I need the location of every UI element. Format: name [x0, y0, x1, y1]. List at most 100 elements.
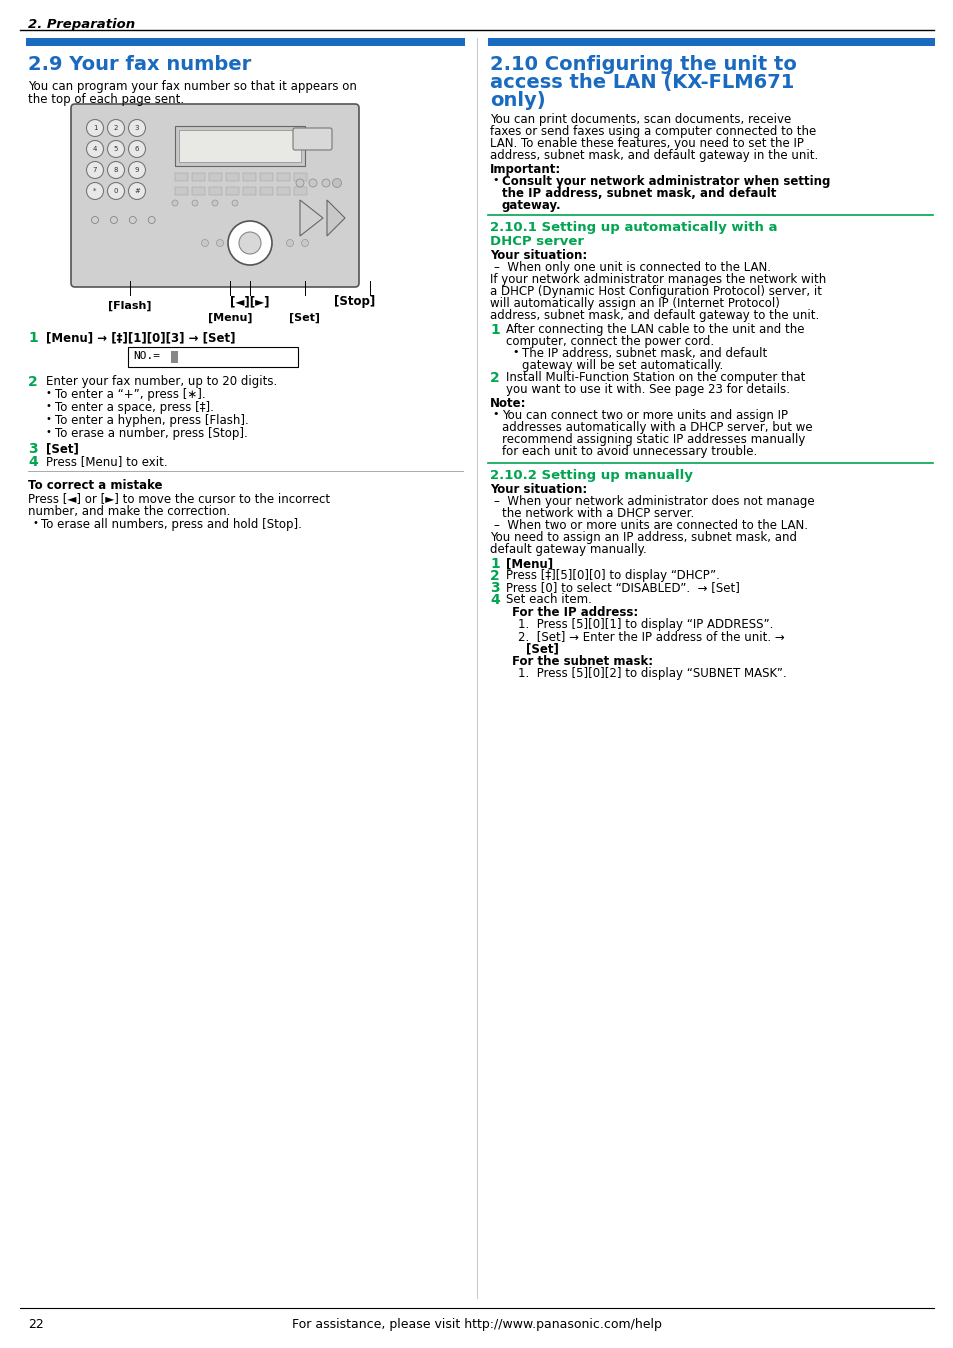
Circle shape: [108, 120, 125, 136]
Bar: [26, 44, 464, 46]
Text: –  When two or more units are connected to the LAN.: – When two or more units are connected t…: [494, 519, 807, 532]
Text: the top of each page sent.: the top of each page sent.: [28, 93, 184, 106]
Circle shape: [87, 182, 103, 200]
Text: 2: 2: [490, 371, 499, 386]
Text: 2. Preparation: 2. Preparation: [28, 18, 135, 31]
Text: Note:: Note:: [490, 398, 526, 410]
FancyBboxPatch shape: [71, 104, 358, 287]
Text: will automatically assign an IP (Internet Protocol): will automatically assign an IP (Interne…: [490, 297, 779, 310]
Text: gateway.: gateway.: [501, 200, 561, 212]
Polygon shape: [327, 200, 345, 236]
Text: To erase all numbers, press and hold [Stop].: To erase all numbers, press and hold [St…: [41, 518, 301, 531]
Text: 1: 1: [28, 332, 38, 345]
Circle shape: [129, 162, 146, 178]
Bar: [294, 173, 307, 181]
Text: 6: 6: [134, 146, 139, 152]
Text: gateway will be set automatically.: gateway will be set automatically.: [521, 359, 722, 372]
Text: #: #: [134, 187, 140, 194]
Text: 3: 3: [28, 442, 37, 456]
Circle shape: [87, 140, 103, 158]
Text: you want to use it with. See page 23 for details.: you want to use it with. See page 23 for…: [505, 383, 789, 396]
Text: 9: 9: [134, 167, 139, 173]
Circle shape: [301, 240, 308, 247]
Bar: [179, 129, 301, 162]
Text: recommend assigning static IP addresses manually: recommend assigning static IP addresses …: [501, 433, 804, 446]
Circle shape: [111, 217, 117, 224]
Text: 2.10.1 Setting up automatically with a: 2.10.1 Setting up automatically with a: [490, 221, 777, 235]
Bar: [243, 173, 255, 181]
Text: Install Multi-Function Station on the computer that: Install Multi-Function Station on the co…: [505, 371, 804, 384]
Text: Press [Menu] to exit.: Press [Menu] to exit.: [46, 456, 168, 468]
Text: 2.10.2 Setting up manually: 2.10.2 Setting up manually: [490, 469, 692, 483]
Text: [Set]: [Set]: [289, 313, 320, 324]
Circle shape: [87, 120, 103, 136]
Text: 4: 4: [28, 456, 38, 469]
Text: faxes or send faxes using a computer connected to the: faxes or send faxes using a computer con…: [490, 125, 816, 137]
Text: You can print documents, scan documents, receive: You can print documents, scan documents,…: [490, 113, 790, 125]
Text: After connecting the LAN cable to the unit and the: After connecting the LAN cable to the un…: [505, 324, 803, 336]
Text: •: •: [32, 518, 38, 528]
Bar: [260, 173, 273, 181]
Bar: [488, 44, 934, 46]
Text: 5: 5: [113, 146, 118, 152]
Text: 3: 3: [134, 125, 139, 131]
Text: You can connect two or more units and assign IP: You can connect two or more units and as…: [501, 408, 787, 422]
Text: [Set]: [Set]: [46, 442, 79, 456]
Text: For assistance, please visit http://www.panasonic.com/help: For assistance, please visit http://www.…: [292, 1318, 661, 1330]
Circle shape: [322, 179, 330, 187]
Text: 2: 2: [28, 375, 38, 390]
Text: 2.10 Configuring the unit to: 2.10 Configuring the unit to: [490, 55, 796, 74]
Text: only): only): [490, 92, 545, 111]
Circle shape: [228, 221, 272, 266]
Text: 7: 7: [92, 167, 97, 173]
Text: Your situation:: Your situation:: [490, 483, 587, 496]
Text: –  When your network administrator does not manage: – When your network administrator does n…: [494, 495, 814, 508]
Bar: [192, 173, 205, 181]
Circle shape: [216, 240, 223, 247]
Text: [Menu]: [Menu]: [505, 557, 553, 570]
Text: 3: 3: [490, 581, 499, 594]
Bar: [488, 38, 934, 44]
Text: Press [‡][5][0][0] to display “DHCP”.: Press [‡][5][0][0] to display “DHCP”.: [505, 569, 720, 582]
Text: [Menu]: [Menu]: [208, 313, 252, 324]
Bar: [192, 187, 205, 195]
Bar: [243, 187, 255, 195]
Text: computer, connect the power cord.: computer, connect the power cord.: [505, 336, 714, 348]
Circle shape: [130, 217, 136, 224]
Text: 8: 8: [113, 167, 118, 173]
Text: a DHCP (Dynamic Host Configuration Protocol) server, it: a DHCP (Dynamic Host Configuration Proto…: [490, 284, 821, 298]
Circle shape: [192, 200, 198, 206]
Text: •: •: [512, 346, 518, 357]
Text: •: •: [46, 427, 51, 437]
Text: To erase a number, press [Stop].: To erase a number, press [Stop].: [55, 427, 248, 439]
Bar: [276, 173, 290, 181]
Text: DHCP server: DHCP server: [490, 235, 583, 248]
Text: addresses automatically with a DHCP server, but we: addresses automatically with a DHCP serv…: [501, 421, 812, 434]
Bar: [276, 187, 290, 195]
Text: for each unit to avoid unnecessary trouble.: for each unit to avoid unnecessary troub…: [501, 445, 757, 458]
Text: number, and make the correction.: number, and make the correction.: [28, 506, 230, 518]
Circle shape: [87, 162, 103, 178]
Circle shape: [212, 200, 218, 206]
Text: Important:: Important:: [490, 163, 560, 177]
Text: Consult your network administrator when setting: Consult your network administrator when …: [501, 175, 829, 187]
Text: address, subnet mask, and default gateway in the unit.: address, subnet mask, and default gatewa…: [490, 150, 818, 162]
Text: •: •: [492, 175, 498, 185]
Text: 2.9 Your fax number: 2.9 Your fax number: [28, 55, 251, 74]
Text: To enter a space, press [‡].: To enter a space, press [‡].: [55, 400, 213, 414]
Text: 1: 1: [92, 125, 97, 131]
Text: Enter your fax number, up to 20 digits.: Enter your fax number, up to 20 digits.: [46, 375, 277, 388]
Text: the IP address, subnet mask, and default: the IP address, subnet mask, and default: [501, 187, 776, 200]
Circle shape: [309, 179, 316, 187]
Text: 1.  Press [5][0][2] to display “SUBNET MASK”.: 1. Press [5][0][2] to display “SUBNET MA…: [517, 667, 786, 679]
Text: 2: 2: [490, 569, 499, 582]
Text: 1.  Press [5][0][1] to display “IP ADDRESS”.: 1. Press [5][0][1] to display “IP ADDRES…: [517, 617, 773, 631]
Text: [Set]: [Set]: [525, 642, 558, 655]
Bar: [171, 350, 178, 363]
Circle shape: [239, 232, 261, 253]
Bar: [26, 38, 464, 44]
Text: 1: 1: [490, 557, 499, 572]
Bar: [174, 187, 188, 195]
Text: The IP address, subnet mask, and default: The IP address, subnet mask, and default: [521, 346, 766, 360]
Text: [Stop]: [Stop]: [334, 295, 375, 307]
